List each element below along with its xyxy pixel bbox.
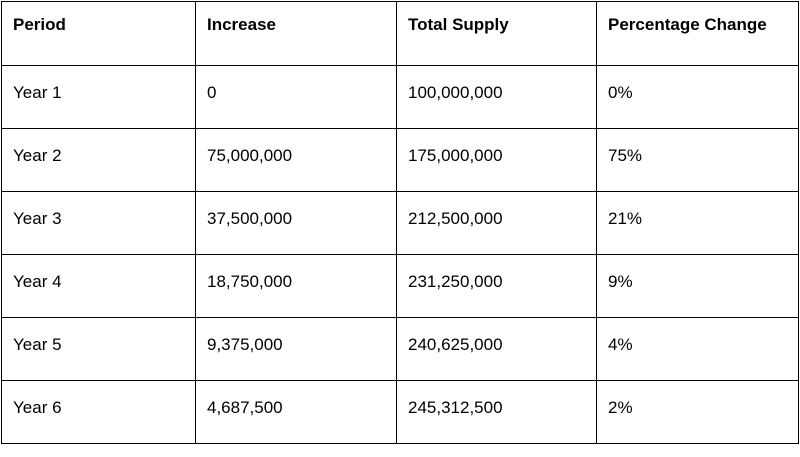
cell-increase: 4,687,500 (195, 380, 397, 444)
cell-total-supply: 231,250,000 (396, 254, 597, 318)
table-row: Year 3 37,500,000 212,500,000 21% (1, 191, 799, 255)
cell-percentage-change: 9% (596, 254, 799, 318)
cell-percentage-change: 2% (596, 380, 799, 444)
cell-percentage-change: 21% (596, 191, 799, 255)
cell-percentage-change: 4% (596, 317, 799, 381)
supply-table: Period Increase Total Supply Percentage … (1, 1, 799, 444)
header-increase: Increase (195, 1, 397, 66)
cell-increase: 75,000,000 (195, 128, 397, 192)
table-row: Year 6 4,687,500 245,312,500 2% (1, 380, 799, 444)
cell-total-supply: 240,625,000 (396, 317, 597, 381)
cell-percentage-change: 75% (596, 128, 799, 192)
cell-total-supply: 175,000,000 (396, 128, 597, 192)
cell-total-supply: 212,500,000 (396, 191, 597, 255)
header-total-supply: Total Supply (396, 1, 597, 66)
table-header: Period Increase Total Supply Percentage … (1, 1, 799, 66)
cell-increase: 0 (195, 65, 397, 129)
cell-total-supply: 100,000,000 (396, 65, 597, 129)
cell-period: Year 1 (1, 65, 196, 129)
cell-increase: 9,375,000 (195, 317, 397, 381)
header-period: Period (1, 1, 196, 66)
cell-period: Year 6 (1, 380, 196, 444)
cell-total-supply: 245,312,500 (396, 380, 597, 444)
header-percentage-change: Percentage Change (596, 1, 799, 66)
table-row: Year 4 18,750,000 231,250,000 9% (1, 254, 799, 318)
cell-increase: 18,750,000 (195, 254, 397, 318)
cell-period: Year 5 (1, 317, 196, 381)
table-row: Year 1 0 100,000,000 0% (1, 65, 799, 129)
cell-period: Year 2 (1, 128, 196, 192)
table-row: Year 5 9,375,000 240,625,000 4% (1, 317, 799, 381)
cell-period: Year 3 (1, 191, 196, 255)
cell-percentage-change: 0% (596, 65, 799, 129)
cell-period: Year 4 (1, 254, 196, 318)
header-row: Period Increase Total Supply Percentage … (1, 1, 799, 66)
table-body: Year 1 0 100,000,000 0% Year 2 75,000,00… (1, 65, 799, 444)
table-row: Year 2 75,000,000 175,000,000 75% (1, 128, 799, 192)
cell-increase: 37,500,000 (195, 191, 397, 255)
